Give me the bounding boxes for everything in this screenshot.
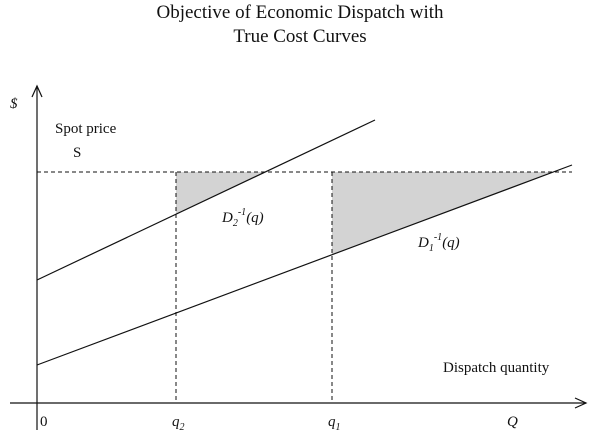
- curve-sub: 2: [233, 218, 238, 229]
- curve-label: D1-1(q): [417, 232, 460, 254]
- x-tick-label: q1: [328, 414, 341, 433]
- x-tick-label: Q: [507, 414, 518, 430]
- curve-base: D: [221, 210, 233, 226]
- x-axis-arrow: [574, 397, 588, 409]
- title-line: Objective of Economic Dispatch with: [156, 2, 444, 23]
- spot-price-label: Spot price: [55, 121, 117, 137]
- curve-arg: (q): [246, 210, 264, 226]
- y-axis-arrow: [31, 84, 43, 98]
- title-line: True Cost Curves: [233, 26, 366, 47]
- tick-base: q: [172, 414, 180, 430]
- curve-label: D2-1(q): [221, 207, 264, 229]
- x-axis-label: Dispatch quantity: [443, 360, 550, 376]
- tick-sub: 1: [336, 422, 341, 433]
- curve-base: D: [417, 235, 429, 251]
- tick-sub: 2: [180, 422, 185, 433]
- curve-sup: -1: [434, 232, 442, 243]
- tick-base: q: [328, 414, 336, 430]
- curve-arg: (q): [442, 235, 460, 251]
- curve-d2: [36, 119, 376, 281]
- curve-sub: 1: [429, 243, 434, 254]
- curve-d1: [36, 164, 573, 366]
- spot-price-symbol: S: [73, 145, 81, 161]
- curve-sup: -1: [238, 207, 246, 218]
- origin-label: 0: [40, 414, 48, 430]
- x-tick-label: q2: [172, 414, 185, 433]
- y-axis-label: $: [10, 96, 18, 112]
